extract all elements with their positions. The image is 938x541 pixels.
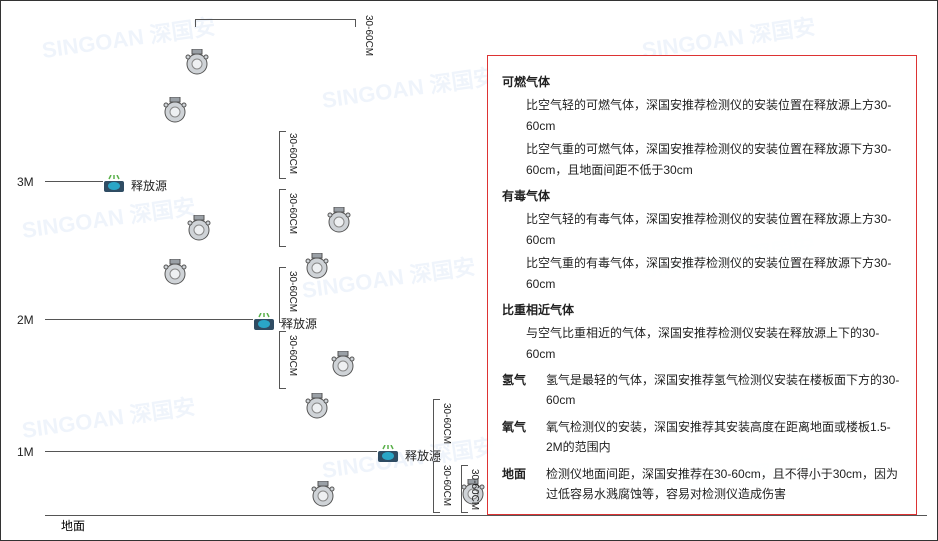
info-p: 比空气轻的可燃气体，深国安推荐检测仪的安装位置在释放源上方30-60cm: [526, 95, 902, 136]
top-brace: [195, 19, 355, 20]
detector-icon: [331, 351, 355, 379]
info-p: 比空气重的可燃气体，深国安推荐检测仪的安装位置在释放源下方30-60cm，且地面…: [526, 139, 902, 180]
top-brace-end: [195, 19, 196, 27]
info-p: 与空气比重相近的气体，深国安推荐检测仪安装在释放源上下的30-60cm: [526, 323, 902, 364]
info-row-ground: 地面 检测仪地面间距，深国安推荐在30-60cm，且不得小于30cm，因为过低容…: [502, 464, 902, 505]
axis-label-3m: 3M: [17, 175, 34, 189]
top-brace-label: 30-60CM: [363, 15, 374, 56]
info-h-similar: 比重相近气体: [502, 300, 902, 320]
ground-label: 地面: [61, 517, 85, 534]
height-tick: [45, 451, 57, 452]
detector-icon: [163, 259, 187, 287]
leader-2m: [57, 319, 253, 320]
ground-line: [45, 515, 927, 516]
leader-1m: [57, 451, 377, 452]
dimension-label: 30-60CM: [441, 403, 452, 444]
info-h-flammable: 可燃气体: [502, 72, 902, 92]
diagram-page: SINGOAN 深国安 SINGOAN 深国安 SINGOAN 深国安 SING…: [0, 0, 938, 541]
detector-icon: [327, 207, 351, 235]
dimension-label: 30-60CM: [469, 469, 480, 510]
dimension-label: 30-60CM: [287, 335, 298, 376]
release-source-icon: [377, 445, 399, 463]
release-source-label: 释放源: [131, 177, 167, 194]
detector-icon: [311, 481, 335, 509]
height-tick: [45, 319, 57, 320]
detector-icon: [185, 49, 209, 77]
dimension-label: 30-60CM: [287, 133, 298, 174]
info-key: 地面: [502, 464, 546, 505]
dimension-label: 30-60CM: [441, 465, 452, 506]
info-key: 氢气: [502, 370, 546, 411]
detector-icon: [163, 97, 187, 125]
detector-icon: [305, 393, 329, 421]
info-val: 检测仪地面间距，深国安推荐在30-60cm，且不得小于30cm，因为过低容易水溅…: [546, 464, 902, 505]
top-brace-end: [355, 19, 356, 27]
info-panel: 可燃气体 比空气轻的可燃气体，深国安推荐检测仪的安装位置在释放源上方30-60c…: [487, 55, 917, 515]
detector-icon: [187, 215, 211, 243]
info-p: 比空气重的有毒气体，深国安推荐检测仪的安装位置在释放源下方30-60cm: [526, 253, 902, 294]
watermark: SINGOAN 深国安: [20, 189, 198, 245]
release-source-icon: [253, 313, 275, 331]
info-h-toxic: 有毒气体: [502, 186, 902, 206]
info-val: 氢气是最轻的气体，深国安推荐氢气检测仪安装在楼板面下方的30-60cm: [546, 370, 902, 411]
release-source-icon: [103, 175, 125, 193]
detector-icon: [305, 253, 329, 281]
axis-label-1m: 1M: [17, 445, 34, 459]
info-key: 氧气: [502, 417, 546, 458]
info-val: 氧气检测仪的安装，深国安推荐其安装高度在距离地面或楼板1.5-2M的范围内: [546, 417, 902, 458]
dimension-label: 30-60CM: [287, 193, 298, 234]
dimension-label: 30-60CM: [287, 271, 298, 312]
watermark: SINGOAN 深国安: [20, 389, 198, 445]
info-row-h2: 氢气 氢气是最轻的气体，深国安推荐氢气检测仪安装在楼板面下方的30-60cm: [502, 370, 902, 411]
info-row-o2: 氧气 氧气检测仪的安装，深国安推荐其安装高度在距离地面或楼板1.5-2M的范围内: [502, 417, 902, 458]
info-p: 比空气轻的有毒气体，深国安推荐检测仪的安装位置在释放源上方30-60cm: [526, 209, 902, 250]
height-tick: [45, 181, 57, 182]
watermark: SINGOAN 深国安: [320, 59, 498, 115]
leader-3m: [57, 181, 103, 182]
axis-label-2m: 2M: [17, 313, 34, 327]
